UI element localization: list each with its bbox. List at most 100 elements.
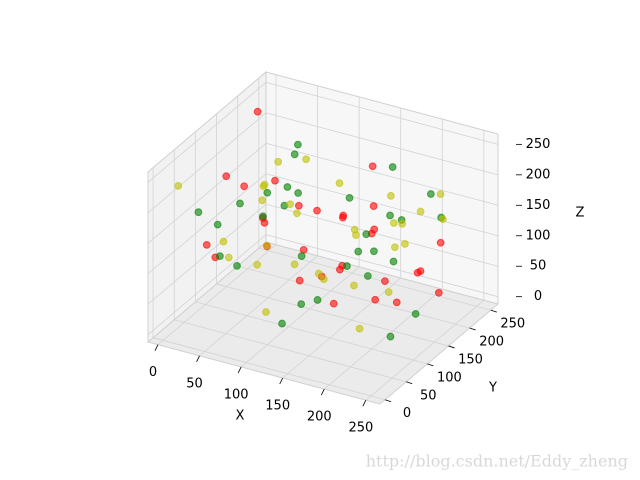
y-tick-label: 50: [420, 388, 437, 403]
point: [392, 298, 401, 307]
grid-line: [195, 301, 428, 365]
point: [293, 140, 302, 149]
grid-line: [147, 173, 267, 275]
grid-line: [147, 234, 267, 335]
point: [274, 157, 283, 166]
z-tick-label: 200: [526, 167, 551, 182]
x-tick-label: 100: [224, 387, 249, 402]
point: [262, 308, 270, 316]
point: [297, 300, 306, 309]
point: [319, 275, 328, 284]
point: [416, 267, 425, 276]
point: [258, 196, 267, 205]
point: [253, 260, 262, 269]
point: [290, 260, 299, 269]
y-tick-label: 150: [458, 352, 483, 367]
point: [416, 207, 425, 216]
z-tick-label: 0: [534, 289, 542, 304]
y-tick-mark: [448, 345, 455, 349]
point: [371, 295, 380, 304]
point: [335, 265, 344, 274]
grid-line: [147, 203, 267, 305]
point: [240, 182, 249, 191]
point: [386, 211, 394, 220]
point: [302, 155, 310, 164]
point: [224, 253, 233, 262]
x-tick-mark: [362, 400, 367, 407]
point: [259, 212, 267, 221]
y-tick-mark: [469, 327, 476, 331]
point: [263, 188, 272, 197]
point: [286, 200, 295, 209]
point: [350, 281, 358, 290]
x-tick-label: 50: [186, 376, 203, 391]
point: [271, 176, 279, 185]
point: [253, 107, 262, 116]
y-tick-label: 0: [403, 406, 411, 421]
point: [290, 150, 299, 159]
point: [411, 310, 420, 318]
y-tick-mark: [427, 363, 434, 367]
point: [294, 201, 303, 210]
point: [426, 190, 435, 198]
point: [262, 241, 271, 250]
grid-line: [147, 82, 267, 183]
point: [354, 247, 363, 256]
point: [368, 162, 377, 171]
grid-line: [199, 255, 318, 357]
point: [355, 324, 364, 333]
grid-line: [258, 247, 491, 311]
x-tick-label: 200: [307, 410, 332, 425]
point: [439, 215, 447, 224]
point: [389, 257, 398, 266]
y-tick-mark: [406, 381, 413, 385]
point: [362, 230, 371, 239]
watermark: http://blog.csdn.net/Eddy_zheng: [366, 452, 628, 471]
point: [236, 199, 244, 208]
point: [313, 296, 322, 304]
point: [329, 299, 338, 308]
point: [295, 276, 304, 285]
grid-line: [216, 283, 449, 347]
point: [294, 189, 303, 197]
point: [343, 262, 351, 270]
point: [283, 183, 292, 191]
grid-line: [265, 81, 499, 145]
point: [370, 247, 378, 256]
grid-line: [365, 299, 485, 401]
point: [386, 332, 395, 341]
point: [436, 190, 445, 199]
point: [233, 261, 241, 270]
point: [338, 213, 347, 222]
y-tick-label: 200: [479, 335, 504, 350]
grid-line: [282, 277, 401, 379]
grid-line: [265, 173, 499, 237]
point: [335, 179, 344, 188]
grid-line: [147, 112, 267, 214]
point: [350, 225, 359, 234]
z-tick-label: 250: [526, 137, 551, 152]
z-axis-label: Z: [576, 206, 585, 221]
grid-line: [174, 319, 407, 383]
z-tick-label: 150: [526, 198, 551, 213]
point: [369, 202, 378, 210]
z-tick-label: 50: [530, 259, 547, 274]
y-tick-mark: [490, 309, 497, 313]
point: [314, 269, 323, 278]
x-tick-mark: [196, 355, 200, 362]
point: [436, 238, 445, 247]
point: [398, 219, 407, 228]
x-tick-label: 150: [265, 399, 290, 414]
grid-line: [324, 288, 443, 390]
point: [345, 193, 354, 202]
grid-line: [265, 234, 499, 298]
point: [222, 172, 231, 181]
y-tick-label: 250: [500, 317, 525, 332]
z-tick-label: 100: [526, 228, 551, 243]
x-tick-mark: [237, 366, 242, 374]
point: [313, 206, 321, 215]
point: [434, 288, 443, 297]
point: [381, 277, 389, 286]
points: [174, 107, 447, 341]
